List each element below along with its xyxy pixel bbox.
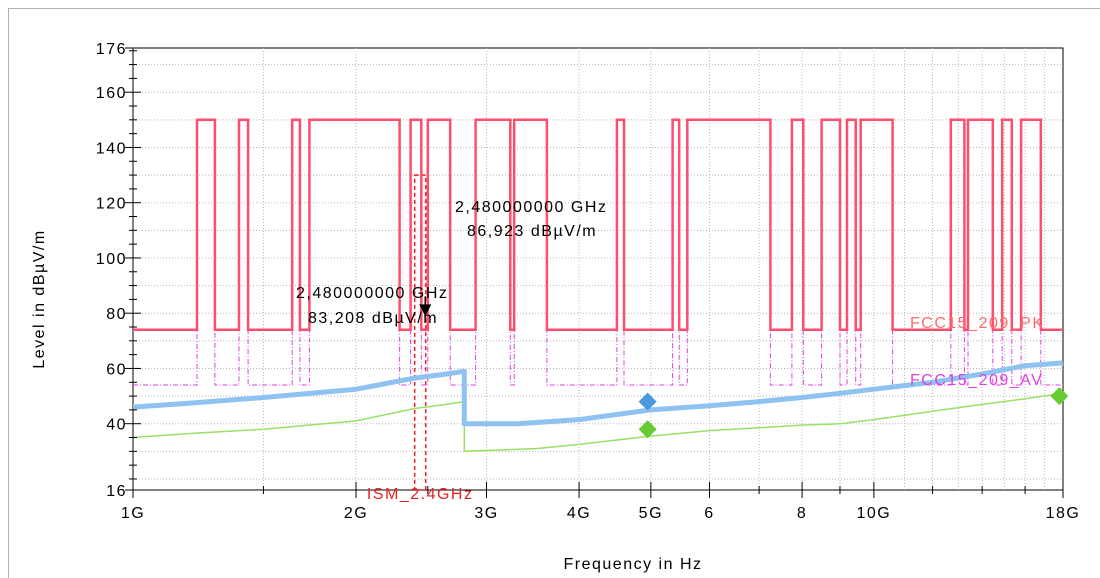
x-tick-label: 3G — [474, 505, 498, 522]
annotation-2-level: 83,208 dBµV/m — [308, 310, 438, 327]
marker-diamond — [638, 392, 657, 411]
y-tick-label: 140 — [96, 140, 127, 157]
x-tick-label: 1G — [121, 505, 145, 522]
x-tick-label: 6 — [704, 505, 714, 522]
overlays: ISM_2.4GHz 2,480000000 GHz 86,923 dBµV/m 2,… — [296, 199, 1069, 503]
ism-band-label: ISM_2.4GHz — [367, 486, 474, 503]
limit-label-av: FCC15_209_AV — [910, 372, 1043, 389]
marker-diamond — [1050, 387, 1069, 406]
annotation-1-level: 86,923 dBµV/m — [467, 223, 597, 240]
traces — [132, 118, 1064, 491]
x-tick-label: 4G — [567, 505, 591, 522]
ism-band — [413, 174, 427, 491]
y-tick-label: 80 — [106, 306, 127, 323]
x-tick-label: 5G — [639, 505, 663, 522]
marker-arrow-head — [419, 304, 432, 317]
average-trace — [132, 392, 1064, 453]
y-tick-label: 176 — [96, 41, 127, 58]
axis-ticks: 16 40 60 80 100 120 140 160 176 1G 2G 3G 4G 5G 6 8 10G 18… — [96, 41, 1081, 522]
x-tick-label: 8 — [797, 505, 807, 522]
y-tick-label: 40 — [106, 417, 127, 434]
outer-frame — [8, 8, 1100, 578]
grid — [8, 8, 1100, 578]
limit-label-pk: FCC15_209_PK — [910, 315, 1045, 332]
y-tick-label: 16 — [106, 483, 127, 500]
x-tick-label: 10G — [857, 505, 892, 522]
y-tick-label: 160 — [96, 85, 127, 102]
x-axis-label: Frequency in Hz — [564, 556, 703, 573]
x-tick-label: 18G — [1046, 505, 1081, 522]
marker-diamond — [638, 420, 657, 439]
limit-line-pk — [133, 118, 1063, 332]
x-tick-label: 2G — [344, 505, 368, 522]
peak-trace — [132, 360, 1064, 427]
annotation-2-frequency: 2,480000000 GHz — [296, 285, 448, 302]
annotation-1-frequency: 2,480000000 GHz — [455, 199, 607, 216]
y-tick-label: 60 — [106, 361, 127, 378]
y-tick-label: 100 — [96, 251, 127, 268]
y-axis-label: Level in dBµV/m — [31, 229, 48, 368]
y-tick-label: 120 — [96, 196, 127, 213]
